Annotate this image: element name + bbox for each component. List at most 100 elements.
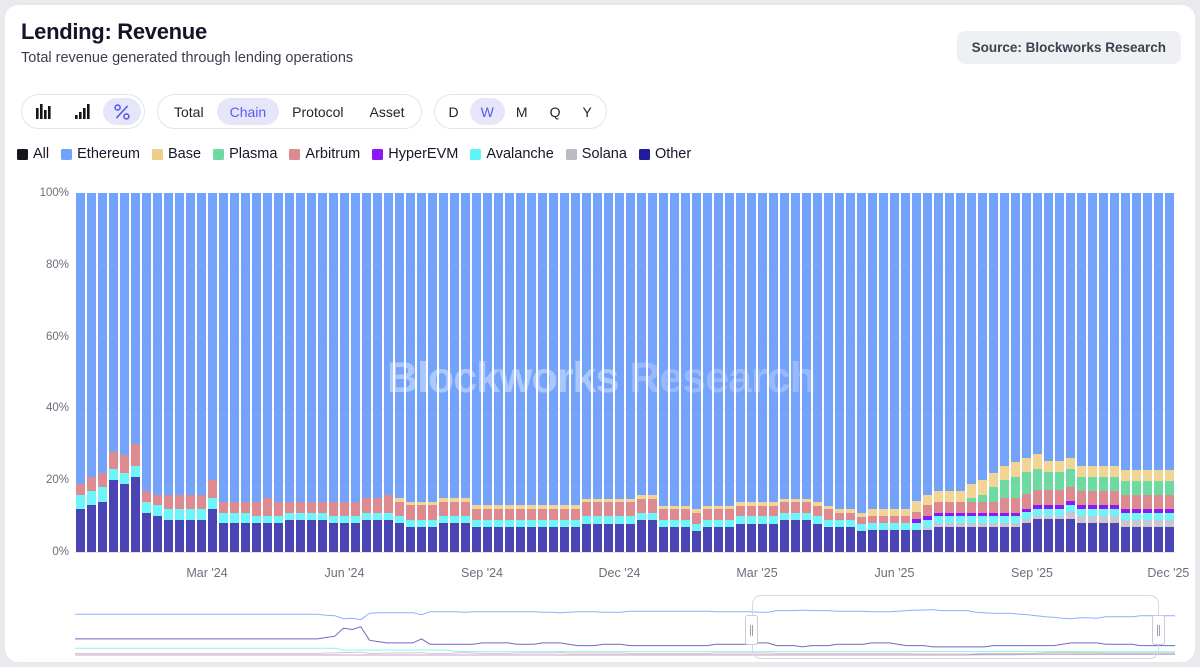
bar-column[interactable]: [823, 193, 834, 552]
legend-item-ethereum[interactable]: Ethereum: [61, 146, 140, 162]
bar-column[interactable]: [966, 193, 977, 552]
bar-column[interactable]: [636, 193, 647, 552]
bar-column[interactable]: [207, 193, 218, 552]
legend-item-hyperevm[interactable]: HyperEVM: [372, 146, 458, 162]
bar-column[interactable]: [1065, 193, 1076, 552]
bar-column[interactable]: [130, 193, 141, 552]
bar-column[interactable]: [229, 193, 240, 552]
bar-column[interactable]: [383, 193, 394, 552]
bar-column[interactable]: [328, 193, 339, 552]
bar-column[interactable]: [1120, 193, 1131, 552]
bar-column[interactable]: [1010, 193, 1021, 552]
bar-column[interactable]: [757, 193, 768, 552]
bar-column[interactable]: [691, 193, 702, 552]
bar-column[interactable]: [889, 193, 900, 552]
bar-column[interactable]: [779, 193, 790, 552]
bar-column[interactable]: [284, 193, 295, 552]
bar-column[interactable]: [174, 193, 185, 552]
bar-column[interactable]: [1098, 193, 1109, 552]
bar-column[interactable]: [97, 193, 108, 552]
bar-column[interactable]: [1054, 193, 1065, 552]
bar-column[interactable]: [614, 193, 625, 552]
bar-column[interactable]: [955, 193, 966, 552]
bar-column[interactable]: [680, 193, 691, 552]
legend-item-all[interactable]: All: [17, 146, 49, 162]
range-handle-left[interactable]: [745, 615, 758, 645]
bar-column[interactable]: [1043, 193, 1054, 552]
bar-column[interactable]: [559, 193, 570, 552]
ascending-bar-chart-icon-button[interactable]: [64, 98, 103, 125]
bar-column[interactable]: [1109, 193, 1120, 552]
bar-column[interactable]: [471, 193, 482, 552]
bar-column[interactable]: [141, 193, 152, 552]
bar-column[interactable]: [548, 193, 559, 552]
legend-item-other[interactable]: Other: [638, 146, 691, 162]
interval-option-m[interactable]: M: [505, 98, 539, 125]
legend-item-base[interactable]: Base: [152, 146, 201, 162]
bar-column[interactable]: [1131, 193, 1142, 552]
bar-column[interactable]: [790, 193, 801, 552]
bar-column[interactable]: [845, 193, 856, 552]
bar-column[interactable]: [251, 193, 262, 552]
bar-column[interactable]: [867, 193, 878, 552]
bar-column[interactable]: [801, 193, 812, 552]
breakdown-option-asset[interactable]: Asset: [357, 98, 418, 125]
bar-column[interactable]: [900, 193, 911, 552]
bar-column[interactable]: [878, 193, 889, 552]
bar-column[interactable]: [152, 193, 163, 552]
legend-item-arbitrum[interactable]: Arbitrum: [289, 146, 360, 162]
bar-column[interactable]: [570, 193, 581, 552]
bar-column[interactable]: [460, 193, 471, 552]
legend-item-solana[interactable]: Solana: [565, 146, 627, 162]
bar-column[interactable]: [86, 193, 97, 552]
bar-column[interactable]: [306, 193, 317, 552]
bar-column[interactable]: [581, 193, 592, 552]
bar-column[interactable]: [504, 193, 515, 552]
bar-column[interactable]: [702, 193, 713, 552]
bar-column[interactable]: [933, 193, 944, 552]
bar-column[interactable]: [218, 193, 229, 552]
breakdown-option-chain[interactable]: Chain: [216, 98, 280, 125]
bar-column[interactable]: [196, 193, 207, 552]
bar-column[interactable]: [944, 193, 955, 552]
bar-column[interactable]: [185, 193, 196, 552]
bar-column[interactable]: [75, 193, 86, 552]
bar-column[interactable]: [658, 193, 669, 552]
bar-column[interactable]: [361, 193, 372, 552]
bar-column[interactable]: [273, 193, 284, 552]
interval-option-d[interactable]: D: [438, 98, 470, 125]
bar-column[interactable]: [295, 193, 306, 552]
bar-column[interactable]: [592, 193, 603, 552]
bar-column[interactable]: [625, 193, 636, 552]
bar-column[interactable]: [834, 193, 845, 552]
bar-column[interactable]: [999, 193, 1010, 552]
bar-column[interactable]: [372, 193, 383, 552]
bar-column[interactable]: [262, 193, 273, 552]
bar-column[interactable]: [394, 193, 405, 552]
bar-column[interactable]: [911, 193, 922, 552]
bar-column[interactable]: [856, 193, 867, 552]
bar-column[interactable]: [713, 193, 724, 552]
bar-column[interactable]: [977, 193, 988, 552]
interval-option-y[interactable]: Y: [571, 98, 602, 125]
bar-column[interactable]: [317, 193, 328, 552]
bar-column[interactable]: [526, 193, 537, 552]
bar-column[interactable]: [1164, 193, 1175, 552]
bar-column[interactable]: [1032, 193, 1043, 552]
bar-column[interactable]: [482, 193, 493, 552]
bar-column[interactable]: [1153, 193, 1164, 552]
bar-column[interactable]: [922, 193, 933, 552]
bar-column[interactable]: [1076, 193, 1087, 552]
bar-column[interactable]: [1021, 193, 1032, 552]
legend-item-plasma[interactable]: Plasma: [213, 146, 277, 162]
bar-column[interactable]: [350, 193, 361, 552]
bar-column[interactable]: [1142, 193, 1153, 552]
breakdown-option-protocol[interactable]: Protocol: [279, 98, 356, 125]
bar-column[interactable]: [339, 193, 350, 552]
bar-column[interactable]: [768, 193, 779, 552]
bar-column[interactable]: [449, 193, 460, 552]
bar-column[interactable]: [515, 193, 526, 552]
range-selector[interactable]: [5, 591, 1195, 662]
bar-column[interactable]: [438, 193, 449, 552]
bar-column[interactable]: [735, 193, 746, 552]
